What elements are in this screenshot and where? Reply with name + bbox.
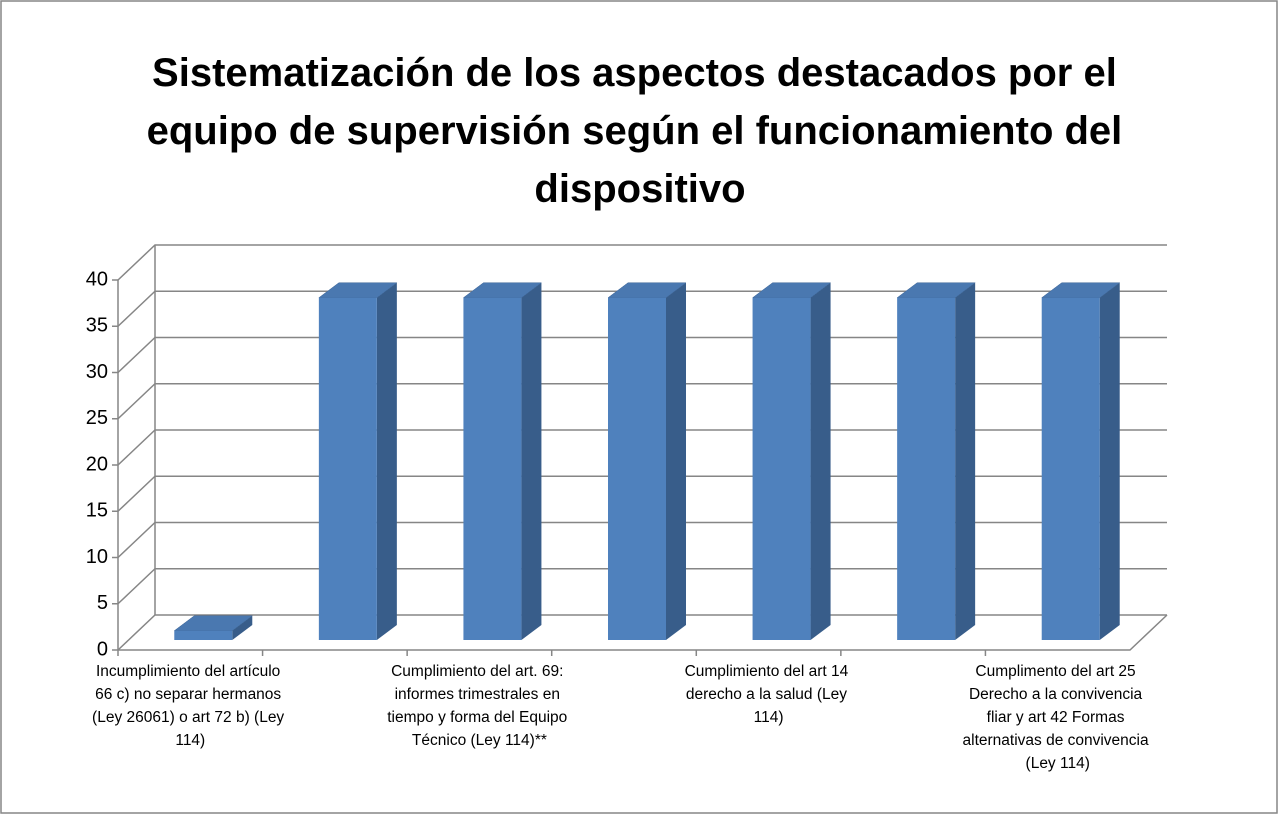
y-tick-label: 10 [86, 546, 108, 568]
y-tick-label: 35 [86, 315, 108, 337]
bar-front [463, 297, 522, 640]
chart-title: Sistematización de los aspectos destacad… [147, 51, 1134, 211]
bar [462, 282, 543, 640]
bar-front [1041, 297, 1100, 640]
bar [1040, 282, 1121, 640]
bar [173, 615, 254, 640]
y-tick-label: 20 [86, 453, 108, 475]
bar-front [752, 297, 811, 640]
x-tick-label: Cumplimento del art 25 Derecho a la conv… [963, 663, 1153, 772]
bar-side [1099, 282, 1120, 640]
floor [118, 614, 1168, 651]
bar-front [318, 297, 377, 640]
y-tick-label: 0 [97, 638, 108, 660]
bar-side [376, 282, 397, 640]
bar-side [232, 615, 253, 640]
y-tick-label: 5 [97, 592, 108, 614]
y-tick-label: 40 [86, 268, 108, 290]
grid-line [117, 244, 1167, 281]
bar-front [897, 297, 956, 640]
bar-side [810, 282, 831, 640]
y-tick-label: 30 [86, 361, 108, 383]
y-tick-label: 25 [86, 407, 108, 429]
x-tick-label: Cumplimiento del art 14 derecho a la sal… [685, 663, 853, 726]
bar-side [666, 282, 686, 640]
bar-side [955, 282, 976, 640]
y-tick-label: 15 [86, 500, 108, 522]
bar [751, 282, 832, 640]
bar-front [608, 297, 666, 640]
x-tick-label: Cumplimiento del art. 69: informes trime… [387, 663, 571, 749]
bar [896, 282, 976, 640]
bar-front [174, 630, 233, 640]
bar [607, 282, 687, 640]
bar [318, 282, 398, 640]
bar-side [521, 282, 542, 640]
x-tick-label: Incumplimiento del artículo 66 c) no sep… [92, 663, 288, 749]
